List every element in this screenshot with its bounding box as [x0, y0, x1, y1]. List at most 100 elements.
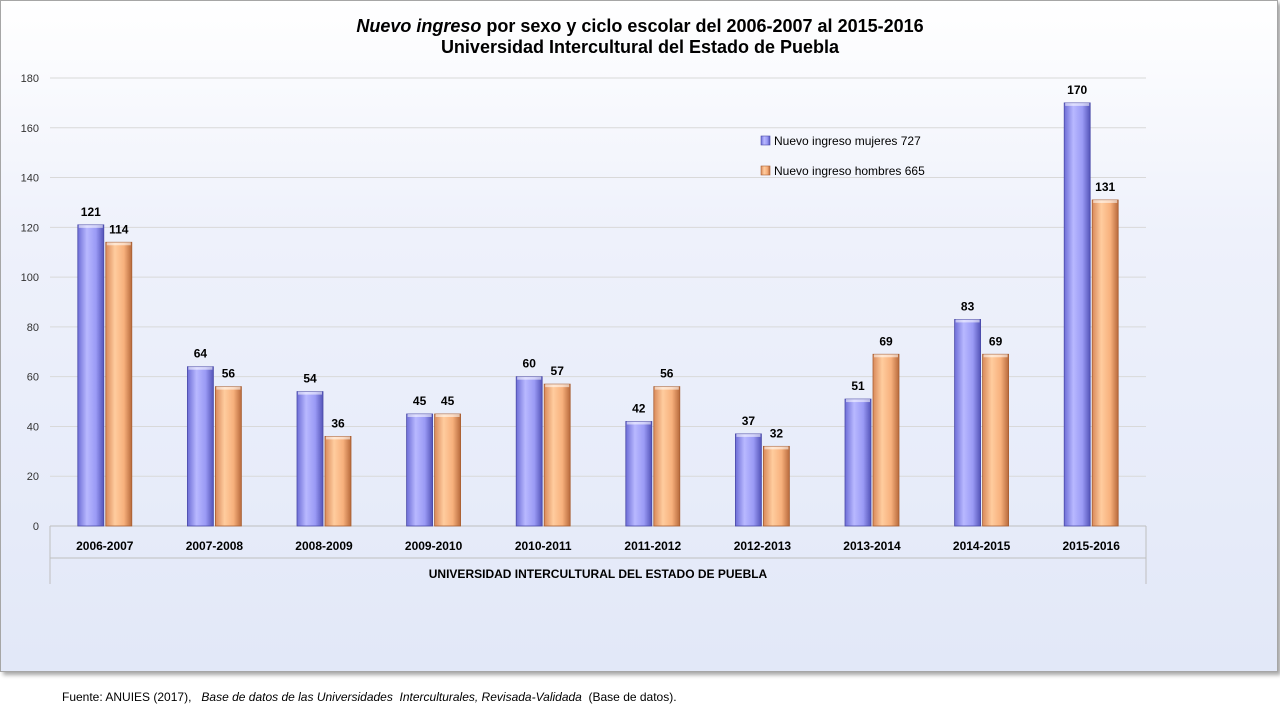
chart-title-line2: Universidad Intercultural del Estado de …	[440, 37, 840, 57]
value-label: 45	[413, 394, 427, 408]
legend-swatch	[760, 165, 771, 176]
bar-highlight	[435, 414, 460, 417]
x-axis-ticks: 2006-2007 2007-2008 2008-2009 2009-2010 2010…	[76, 539, 1120, 553]
y-tick-label: 80	[27, 322, 39, 334]
x-tick-label: 2015-2016	[1063, 539, 1121, 553]
value-label: 56	[222, 367, 236, 381]
value-label: 170	[1067, 83, 1087, 97]
legend-swatch	[760, 135, 771, 146]
bar-hombres	[543, 383, 571, 527]
bar-hombres	[214, 386, 242, 527]
value-label: 121	[81, 205, 101, 219]
bar-mujeres	[1063, 102, 1091, 527]
bar-highlight	[106, 242, 131, 246]
value-label: 37	[742, 414, 756, 428]
y-tick-label: 40	[27, 421, 39, 433]
value-label: 64	[194, 347, 208, 361]
bar-highlight	[326, 436, 350, 440]
bar-highlight	[216, 386, 241, 390]
source-prefix: Fuente: ANUIES (2017),	[62, 690, 202, 704]
x-tick-label: 2014-2015	[953, 539, 1011, 553]
x-tick-label: 2010-2011	[515, 539, 572, 553]
value-label: 54	[303, 372, 317, 386]
bar-mujeres	[954, 319, 981, 527]
x-tick-label: 2007-2008	[186, 539, 244, 553]
source-note: Fuente: ANUIES (2017), Base de datos de …	[62, 690, 677, 704]
bars	[77, 102, 1119, 527]
bar-highlight	[298, 391, 322, 395]
bar-highlight	[1093, 199, 1118, 203]
bar-mujeres	[515, 376, 543, 527]
bar-hombres	[1091, 199, 1119, 527]
gridlines	[50, 77, 1146, 477]
value-label: 60	[523, 357, 537, 371]
bar-highlight	[736, 433, 761, 437]
legend-label: Nuevo ingreso mujeres 727	[774, 134, 921, 148]
y-tick-label: 60	[27, 372, 39, 384]
bar-highlight	[517, 376, 542, 380]
bar-mujeres	[735, 433, 762, 527]
value-label: 114	[109, 222, 129, 236]
bar-mujeres	[186, 366, 214, 527]
chart-title-rest: por sexo y ciclo escolar del 2006-2007 a…	[481, 16, 924, 36]
bar-hombres	[434, 413, 462, 527]
bar-hombres	[105, 241, 133, 527]
value-label: 42	[632, 401, 646, 415]
legend: Nuevo ingreso mujeres 727 Nuevo ingreso h…	[760, 134, 925, 178]
value-label: 69	[989, 334, 1003, 348]
bar-chart: 0 20 40 60 80 100 120 140 160 180 121 114 64 56 54 36 4…	[21, 73, 1147, 584]
source-suffix: (Base de datos).	[581, 690, 677, 704]
bar-hombres	[324, 435, 352, 527]
x-tick-label: 2009-2010	[405, 539, 463, 553]
bar-highlight	[874, 354, 898, 358]
x-tick-label: 2011-2012	[624, 539, 681, 553]
x-tick-label: 2013-2014	[843, 539, 901, 553]
bar-highlight	[654, 386, 679, 390]
bar-mujeres	[77, 224, 105, 527]
chart-title-line1: Nuevo ingreso por sexo y ciclo escolar d…	[0, 16, 1280, 37]
bar-hombres	[653, 386, 681, 527]
value-label: 32	[770, 426, 784, 440]
bar-mujeres	[406, 413, 434, 527]
bar-hombres	[982, 353, 1009, 527]
x-tick-label: 2006-2007	[76, 539, 134, 553]
y-axis-ticks: 0 20 40 60 80 100 120 140 160 180	[21, 73, 39, 533]
value-label: 45	[441, 394, 455, 408]
y-tick-label: 120	[21, 222, 39, 234]
y-tick-label: 20	[27, 471, 39, 483]
x-axis-title: UNIVERSIDAD INTERCULTURAL DEL ESTADO DE …	[429, 567, 768, 581]
bar-highlight	[407, 414, 432, 417]
source-italic: Base de datos de las Universidades Inter…	[201, 690, 582, 704]
bar-highlight	[78, 224, 103, 228]
y-tick-label: 100	[21, 272, 39, 284]
bar-highlight	[764, 446, 789, 450]
value-label: 51	[851, 379, 865, 393]
value-label: 36	[331, 416, 345, 430]
value-label: 131	[1095, 180, 1115, 194]
y-tick-label: 160	[21, 123, 39, 135]
value-label: 83	[961, 299, 975, 313]
bar-highlight	[545, 384, 570, 388]
x-tick-label: 2012-2013	[734, 539, 792, 553]
value-label: 69	[879, 334, 893, 348]
bar-mujeres	[844, 398, 872, 527]
bar-highlight	[846, 399, 870, 403]
bar-hombres	[763, 445, 790, 527]
bar-highlight	[1065, 102, 1090, 106]
bar-highlight	[955, 319, 980, 323]
x-tick-label: 2008-2009	[295, 539, 353, 553]
value-label: 56	[660, 367, 674, 381]
y-tick-label: 0	[33, 521, 39, 533]
bar-highlight	[188, 366, 213, 370]
bar-mujeres	[625, 421, 653, 527]
bar-highlight	[626, 421, 651, 425]
bar-hombres	[872, 353, 900, 527]
y-tick-label: 140	[21, 173, 39, 185]
value-labels: 121 114 64 56 54 36 45 45 60 57 42 56 37 32 51 69 83 69 17…	[81, 83, 1116, 440]
chart-title: Nuevo ingreso por sexo y ciclo escolar d…	[0, 16, 1280, 58]
value-label: 57	[551, 364, 565, 378]
legend-label: Nuevo ingreso hombres 665	[774, 164, 925, 178]
y-tick-label: 180	[21, 73, 39, 85]
chart-title-italic: Nuevo ingreso	[356, 16, 482, 36]
bar-mujeres	[296, 391, 324, 527]
